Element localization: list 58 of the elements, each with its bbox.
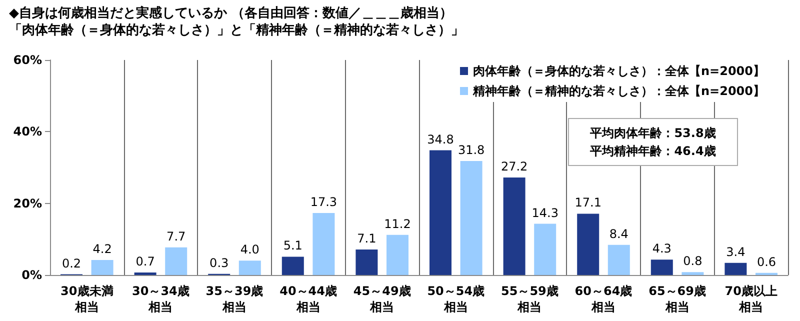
y-tick-label: 20% xyxy=(13,196,42,210)
bar xyxy=(503,178,526,275)
data-label: 27.2 xyxy=(500,160,528,174)
bar xyxy=(577,214,600,275)
bar xyxy=(134,272,156,275)
y-tick-label: 60% xyxy=(13,53,42,67)
bar xyxy=(460,161,482,275)
data-label: 7.1 xyxy=(357,232,376,246)
bar xyxy=(724,262,747,275)
data-label: 34.8 xyxy=(427,132,454,146)
bar xyxy=(238,260,261,275)
data-label: 4.0 xyxy=(240,242,260,257)
chart-subtitle: 「肉体年齢（＝身体的な若々しさ）」と「精神年齢（＝精神的な若々しさ）」 xyxy=(9,22,464,38)
x-tick-label: 30歳未満相当 xyxy=(60,284,114,314)
data-label: 0.8 xyxy=(683,254,702,268)
data-label: 17.1 xyxy=(574,196,602,210)
bar xyxy=(650,260,673,275)
data-label: 8.4 xyxy=(609,226,628,241)
data-label: 0.7 xyxy=(136,254,155,268)
data-label: 31.8 xyxy=(458,143,485,158)
chart-title: ◆自身は何歳相当だと実感しているか （各自由回答：数値／＿＿＿歳相当） xyxy=(9,5,453,21)
bar xyxy=(91,260,114,275)
x-tick-label: 40～44歳相当 xyxy=(280,284,338,314)
bar xyxy=(682,272,704,275)
data-label: 11.2 xyxy=(384,216,411,231)
data-label: 5.1 xyxy=(283,238,302,253)
x-tick-label: 50～54歳相当 xyxy=(427,284,485,314)
data-label: 14.3 xyxy=(532,206,558,220)
bar xyxy=(608,244,630,275)
bar xyxy=(534,224,556,275)
data-label: 4.3 xyxy=(652,242,672,256)
bar xyxy=(165,247,188,275)
legend-label: 精神年齢（＝精神的な若々しさ）：全体【n=2000】 xyxy=(472,84,766,98)
y-tick-label: 40% xyxy=(13,124,42,139)
data-label: 17.3 xyxy=(310,195,338,210)
bar xyxy=(430,150,452,275)
bar xyxy=(312,213,335,275)
data-label: 3.4 xyxy=(726,244,746,259)
data-label: 4.2 xyxy=(92,242,112,256)
y-tick-label: 0% xyxy=(22,268,42,282)
data-label: 7.7 xyxy=(166,229,186,244)
data-label: 0.2 xyxy=(62,256,82,270)
legend-label: 肉体年齢（＝身体的な若々しさ）：全体【n=2000】 xyxy=(473,64,766,78)
data-label: 0.6 xyxy=(756,254,776,269)
x-tick-label: 65～69歳相当 xyxy=(648,284,706,314)
annotation: 平均肉体年齢：53.8歳 xyxy=(589,125,717,142)
x-tick-label: 35～39歳相当 xyxy=(206,284,264,314)
bar xyxy=(386,234,408,275)
note-box: 平均肉体年齢：53.8歳 平均精神年齢：46.4歳 xyxy=(568,118,738,166)
bar xyxy=(356,250,378,275)
annotation: 平均精神年齢：46.4歳 xyxy=(589,143,717,160)
data-label: 0.3 xyxy=(210,256,229,270)
x-tick-label: 30～34歳相当 xyxy=(132,284,190,314)
bar xyxy=(282,256,304,275)
x-tick-label: 55～59歳相当 xyxy=(500,284,558,314)
x-tick-label: 60～64歳相当 xyxy=(574,284,632,314)
x-tick-label: 70歳以上相当 xyxy=(724,284,778,314)
x-tick-label: 45～49歳相当 xyxy=(353,284,411,314)
